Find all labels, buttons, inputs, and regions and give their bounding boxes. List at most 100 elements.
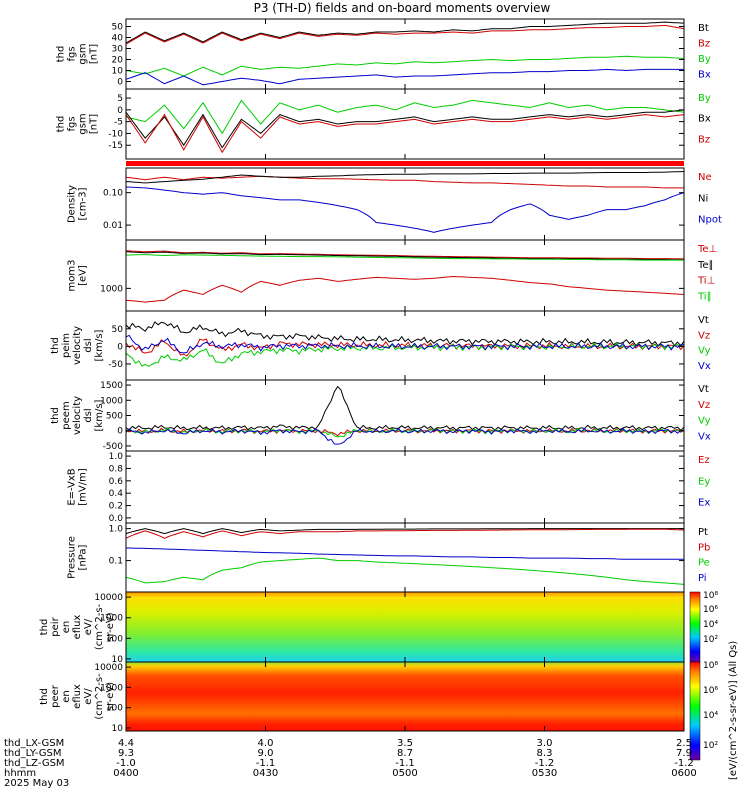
colorbar-tick-3: 10² [703, 635, 718, 645]
legend-Ti∥: Ti∥ [697, 291, 712, 302]
y-tick-label: 100 [106, 634, 123, 644]
y-tick-label: 0.8 [109, 464, 124, 474]
series-line-Pb [125, 528, 685, 539]
y-axis-label: [nPa] [78, 544, 89, 570]
series-line-Vx [125, 334, 684, 354]
legend-By: By [698, 54, 711, 65]
y-tick-label: 10 [112, 655, 124, 665]
y-axis-label: [cm-3] [78, 187, 89, 220]
y-tick-label: 1.0 [109, 452, 124, 462]
x-tick-label-lx: 3.5 [397, 738, 413, 749]
legend-Vt: Vt [698, 384, 709, 395]
colorbar-upper [689, 591, 701, 663]
panel-temperature: 1000 Te⊥ Te∥ Ti⊥ Ti∥ mom3 [eV] [67, 239, 717, 312]
colorbar-tick-0: 10⁸ [703, 591, 718, 601]
spectrogram-peir_eflux [126, 592, 684, 662]
y-axis-label: [km/s] [94, 329, 105, 361]
x-tick-label-ly: 8.3 [537, 748, 553, 759]
y-tick-label: -500 [103, 442, 124, 452]
panel-frame [125, 522, 685, 593]
series-line-Ti∥ [125, 254, 684, 261]
y-tick-label: 20 [112, 56, 124, 66]
x-tick-label-ly: 9.0 [258, 748, 274, 759]
y-axis-label: eflux [72, 684, 83, 709]
y-axis-label: en [61, 690, 72, 703]
colorbar: 10⁸ 10⁶ 10⁴ 10² 10⁸ 10⁶ 10⁴ 10² [eV/(cm^… [689, 591, 739, 780]
colorbar-tick-2: 10⁴ [703, 620, 718, 630]
legend-Bz: Bz [698, 134, 710, 145]
legend-Vt: Vt [698, 315, 709, 326]
y-tick-label: 0.0 [109, 514, 124, 524]
x-tick-label-lz: -1.1 [395, 758, 415, 769]
y-axis-label: eflux [72, 615, 83, 640]
panel-peer_eflux: 10000 1000 100 10 thd peer en eflux eV/(cm^2-s-s… [39, 661, 685, 734]
y-axis-label: en [61, 621, 72, 634]
legend-Vx: Vx [698, 361, 711, 372]
status-bar [126, 161, 684, 166]
y-tick-label: 0 [117, 342, 123, 352]
colorbar-tick-7: 10² [703, 741, 718, 751]
x-tick-label-lz: -1.2 [535, 758, 555, 769]
series-line-Bx [125, 109, 685, 149]
legend-Ne: Ne [698, 172, 712, 183]
series-line-Te⊥ [125, 250, 685, 260]
panel-peem_velocity: 1500 1000 500 0 -500 Vt Vz Vy Vx thd peem velocity d… [50, 379, 711, 452]
panel-frame [125, 18, 685, 90]
series-line-Pt [125, 528, 684, 535]
y-axis-label: sr-eV) [105, 612, 116, 641]
legend-Vz: Vz [698, 330, 710, 341]
panel-fgs_gsm_comp: 5 0 -5-10 -15 By Bx Bz thd fgs gsm [nT] [56, 88, 711, 160]
y-axis-label: velocity [72, 396, 83, 435]
legend-Vy: Vy [698, 416, 711, 427]
legend-By: By [698, 93, 711, 104]
y-axis-label: mom3 [67, 260, 78, 292]
y-tick-label: 0.6 [109, 477, 124, 487]
y-axis-label: thd [50, 407, 61, 424]
y-axis-label: (cm^2-s- [94, 603, 105, 650]
y-tick-label: 100 [106, 704, 123, 714]
y-tick-label: 0.2 [109, 502, 123, 512]
legend-Vz: Vz [698, 400, 710, 411]
y-axis-label: fgs [67, 46, 78, 61]
legend-Ez: Ez [698, 455, 710, 466]
colorbar-tick-4: 10⁸ [703, 661, 718, 671]
panel-frame [125, 88, 685, 160]
y-tick-label: 1000 [100, 683, 123, 693]
series-line-Ti⊥ [125, 275, 685, 303]
y-tick-label: 0.10 [103, 189, 123, 199]
plot-title: P3 (TH-D) fields and on-board moments ov… [254, 1, 551, 15]
legend-Ti⊥: Ti⊥ [697, 276, 715, 287]
legend-Npot: Npot [698, 215, 722, 226]
spectrogram-peer_eflux [126, 662, 684, 731]
x-axis: thd_LX-GSM thd_LY-GSM thd_LZ-GSM hhmm 20… [4, 738, 697, 789]
x-row-label-lz: thd_LZ-GSM [4, 758, 65, 769]
colorbar-tick-1: 10⁶ [703, 605, 718, 615]
y-axis-label: Pressure [67, 536, 78, 579]
panel-efield: 1.0 0.8 0.6 0.4 0.2 0.0 Ez Ey Ex E=-VxB [mV/m] [67, 450, 710, 524]
y-axis-label: (cm^2-s- [94, 673, 105, 720]
x-tick-label-lx: 2.5 [676, 738, 692, 749]
series-line-Bz [125, 113, 685, 154]
series-line-Bz [125, 24, 685, 45]
legend-Pe: Pe [698, 558, 710, 569]
legend-Ni: Ni [698, 193, 708, 204]
y-axis-label: thd [50, 337, 61, 354]
x-tick-label-lz: -1.1 [256, 758, 276, 769]
legend-Te⊥: Te⊥ [697, 244, 717, 255]
series-line-Vt [125, 321, 685, 347]
y-tick-label: 10000 [94, 663, 123, 673]
y-tick-label: 5 [117, 94, 123, 104]
x-row-label-hhmm: hhmm [4, 768, 36, 779]
y-axis-label: thd [39, 688, 50, 705]
y-axis-label: peer [50, 684, 61, 708]
y-tick-label: 0 [117, 427, 123, 437]
x-tick-label-ly: 9.3 [118, 748, 134, 759]
y-axis-label: sr-eV) [105, 682, 116, 711]
x-tick-label-hhmm: 0430 [253, 768, 278, 779]
x-tick-label-lx: 3.0 [537, 738, 553, 749]
x-tick-label-hhmm: 0500 [392, 768, 417, 779]
x-tick-label-ly: 7.9 [676, 748, 692, 759]
series-line-Npot [125, 186, 685, 233]
y-tick-label: 10000 [94, 593, 123, 603]
